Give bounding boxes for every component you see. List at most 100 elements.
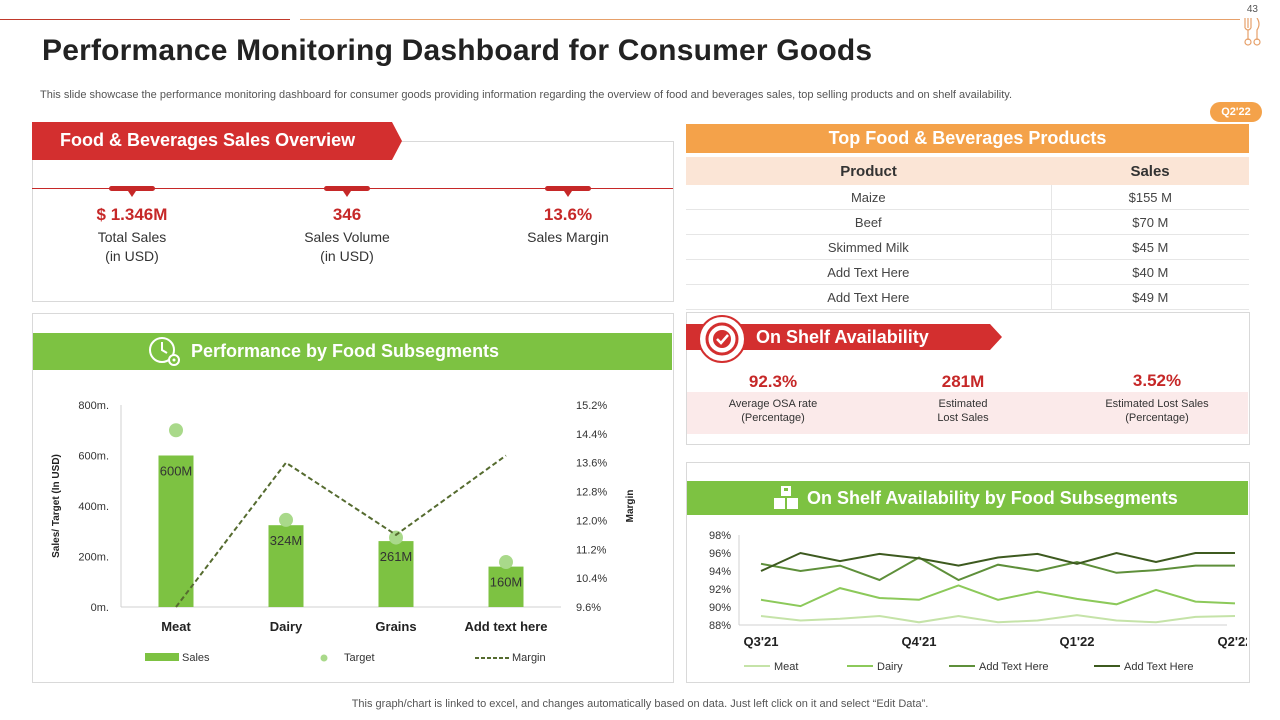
kpi-label: Total Sales xyxy=(97,229,167,245)
kpi-label-unit: (in USD) xyxy=(320,248,374,264)
y2-tick-label: 15.2% xyxy=(576,400,607,412)
x-tick-label: Dairy xyxy=(270,619,303,634)
column-header-sales: Sales xyxy=(1051,157,1249,185)
sales-cell: $70 M xyxy=(1051,209,1249,235)
sales-overview-banner-shape xyxy=(32,122,402,160)
y-tick-label: 0m. xyxy=(91,602,109,614)
page-number: 43 xyxy=(1246,4,1258,15)
kpi-marker xyxy=(32,186,232,197)
target-point xyxy=(279,512,293,527)
table-row: Add Text Here $49 M xyxy=(686,284,1249,310)
series-line xyxy=(760,584,1236,608)
clock-gear-icon xyxy=(149,337,180,366)
margin-line xyxy=(175,454,507,608)
target-check-icon xyxy=(698,315,746,363)
y2-tick-label: 11.2% xyxy=(576,544,607,556)
product-cell: Add Text Here xyxy=(686,259,1052,285)
y-axis-title: Sales/ Target (In USD) xyxy=(51,454,62,558)
bar-data-label: 324M xyxy=(270,533,303,548)
target-point xyxy=(499,555,513,570)
x-tick-label: Add text here xyxy=(464,619,547,634)
kpi-value: 346 xyxy=(332,205,362,224)
bar-data-label: 600M xyxy=(160,464,193,479)
legend-swatch-sales xyxy=(145,653,179,661)
x-tick-label: Q1'22 xyxy=(1060,634,1095,649)
column-header-product: Product xyxy=(686,157,1052,185)
legend-label-sales: Sales xyxy=(182,652,210,664)
top-products-table: Product Sales Maize $155 M Beef $70 M Skim… xyxy=(686,157,1249,310)
sales-cell: $155 M xyxy=(1051,185,1249,210)
table-row: Add Text Here $40 M xyxy=(686,259,1249,285)
y2-tick-label: 10.4% xyxy=(576,573,607,585)
sales-cell: $49 M xyxy=(1051,284,1249,310)
kpi-label: Sales Volume xyxy=(304,229,390,245)
kpi-label-unit: (in USD) xyxy=(105,248,159,264)
boxes-icon xyxy=(774,486,798,509)
product-cell: Skimmed Milk xyxy=(686,234,1052,260)
target-point xyxy=(169,423,183,438)
y-tick-label: 800m. xyxy=(78,400,109,412)
legend-label: Meat xyxy=(774,661,798,673)
legend-label-margin: Margin xyxy=(512,652,546,664)
osa-banner-shape xyxy=(686,324,1002,350)
osa-subsegments-chart: 88% 90% 92% 94% 96% 98% Q3'21 Q4'21 Q1'22 Q2'22 Me… xyxy=(709,530,1247,673)
bar-sales xyxy=(268,525,304,607)
series-line xyxy=(760,614,1236,624)
osa-kpi-label: Estimated xyxy=(938,398,988,410)
product-cell: Maize xyxy=(686,185,1052,210)
y2-tick-label: 13.6% xyxy=(576,458,607,470)
top-products-table-wrap: Product Sales Maize $155 M Beef $70 M Skim… xyxy=(686,157,1249,310)
bar-data-label: 160M xyxy=(490,575,523,590)
osa-kpi-value: 281M xyxy=(941,372,985,391)
performance-chart: 0m. 200m. 400m. 600m. 800m. 9.6% 10.4% 11.2% 12.… xyxy=(51,400,636,664)
page-subtitle: This slide showcase the performance moni… xyxy=(40,89,1013,101)
y-tick-label: 600m. xyxy=(78,451,109,463)
utensils-icon xyxy=(1244,18,1261,46)
kpi-total-sales: $ 1.346M Total Sales (in USD) xyxy=(32,186,232,266)
osa-kpi-band xyxy=(687,392,1248,434)
sales-overview-card xyxy=(32,141,674,302)
y-tick-label: 96% xyxy=(709,548,731,560)
y-tick-label: 200m. xyxy=(78,552,109,564)
y-tick-label: 88% xyxy=(709,620,731,632)
y-tick-label: 400m. xyxy=(78,501,109,513)
performance-title: Performance by Food Subsegments xyxy=(191,341,500,361)
footer-note: This graph/chart is linked to excel, and… xyxy=(351,698,929,710)
osa-kpi-label-2: (Percentage) xyxy=(741,412,805,424)
table-row: Skimmed Milk $45 M xyxy=(686,234,1249,260)
kpi-value: $ 1.346M xyxy=(96,205,168,224)
table-row: Beef $70 M xyxy=(686,209,1249,235)
sales-cell: $40 M xyxy=(1051,259,1249,285)
osa-kpi-label-2: (Percentage) xyxy=(1125,412,1189,424)
kpi-sales-volume: 346 Sales Volume (in USD) xyxy=(247,186,447,266)
osa-kpi-avg: 92.3% Average OSA rate (Percentage) xyxy=(693,372,853,424)
osa-kpi-value: 92.3% xyxy=(748,372,798,391)
osa-kpi-lost-pct: 3.52% Estimated Lost Sales (Percentage) xyxy=(1077,371,1237,424)
osa-title: On Shelf Availability xyxy=(756,327,929,347)
y2-tick-label: 14.4% xyxy=(576,429,607,441)
y2-tick-label: 12.0% xyxy=(576,515,607,527)
product-cell: Beef xyxy=(686,209,1052,235)
top-products-title: Top Food & Beverages Products xyxy=(828,128,1107,148)
osa-kpi-label: Average OSA rate xyxy=(728,398,818,410)
legend-swatch-target xyxy=(320,654,328,662)
table-row: Maize $155 M xyxy=(686,185,1249,210)
period-badge: Q2'22 xyxy=(1210,102,1262,122)
osa-kpi-label-2: Lost Sales xyxy=(937,412,989,424)
sales-cell: $45 M xyxy=(1051,234,1249,260)
kpi-marker xyxy=(468,186,668,197)
bar-sales xyxy=(378,541,414,607)
y2-tick-label: 12.8% xyxy=(576,487,607,499)
legend-label: Add Text Here xyxy=(979,661,1049,673)
legend-label: Dairy xyxy=(877,661,903,673)
x-tick-label: Grains xyxy=(375,619,416,634)
legend-label-target: Target xyxy=(344,652,375,664)
x-tick-label: Q2'22 xyxy=(1218,634,1247,649)
table-header-row: Product Sales xyxy=(686,157,1249,185)
top-products-banner: Top Food & Beverages Products xyxy=(686,124,1249,153)
performance-banner xyxy=(33,333,672,370)
x-tick-label: Q4'21 xyxy=(902,634,937,649)
osa-kpi-value: 3.52% xyxy=(1132,371,1182,390)
bar-sales xyxy=(158,455,194,607)
y-tick-label: 92% xyxy=(709,584,731,596)
